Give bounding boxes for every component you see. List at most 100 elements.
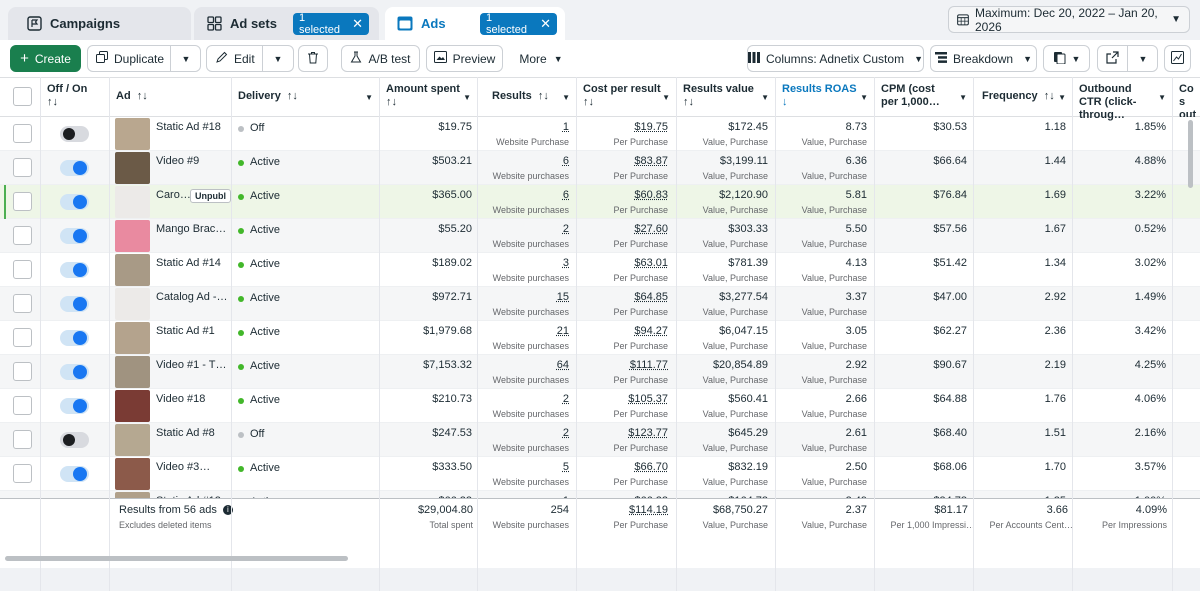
reports-button[interactable]: ▼ [1043,45,1090,72]
header-cost-per-result[interactable]: Cost per result ↑↓ ▼ [577,78,677,117]
results-value[interactable]: 6 [562,155,569,167]
ab-test-button[interactable]: A/B test [341,45,420,72]
cost-per-result-value[interactable]: $60.83 [634,189,668,201]
table-row[interactable]: Video #18 Active $210.73 2 Website purchases… [0,389,1200,423]
breakdown-button[interactable]: Breakdown ▼ [930,45,1037,72]
date-range-picker[interactable]: Maximum: Dec 20, 2022 – Jan 20, 2026 ▼ [948,6,1190,34]
results-value[interactable]: 1 [562,121,569,133]
cost-per-result-value[interactable]: $66.70 [634,461,668,473]
results-value[interactable]: 6 [562,189,569,201]
ad-name-link[interactable]: Video #18 [156,393,206,405]
cost-per-result-value[interactable]: $94.27 [634,325,668,337]
header-ad[interactable]: Ad ↑↓ [110,78,232,117]
row-checkbox[interactable] [13,294,32,313]
preview-button[interactable]: Preview [426,45,503,72]
table-row[interactable]: Catalog Ad -… Active $972.71 15 Website purc… [0,287,1200,321]
table-row[interactable]: Mango Brac… Active $55.20 2 Website purchase… [0,219,1200,253]
total-cost-per-result[interactable]: $114.19 [629,504,668,516]
duplicate-dropdown[interactable]: ▼ [172,46,200,71]
ad-name-link[interactable]: Static Ad #14 [156,257,221,269]
row-checkbox[interactable] [13,328,32,347]
row-checkbox[interactable] [13,464,32,483]
on-off-toggle[interactable] [60,228,89,244]
horizontal-scrollbar[interactable] [5,556,348,561]
ad-name-link[interactable]: Video #9 [156,155,200,167]
charts-button[interactable] [1164,45,1191,72]
row-checkbox[interactable] [13,124,32,143]
ad-name-link[interactable]: Catalog Ad -… [156,291,228,303]
ad-name-link[interactable]: Static Ad #12 [156,495,221,498]
ad-name-link[interactable]: Caro… [156,189,191,201]
header-results[interactable]: Results ↑↓ ▼ [478,78,577,117]
edit-dropdown[interactable]: ▼ [264,46,292,71]
adsets-selected-chip[interactable]: 1 selected ✕ [293,12,369,36]
ad-name-link[interactable]: Static Ad #8 [156,427,215,439]
results-value[interactable]: 15 [556,291,569,303]
select-all-checkbox[interactable] [13,87,32,106]
table-row[interactable]: Static Ad #18 Off $19.75 1 Website Purchase $… [0,117,1200,151]
table-row[interactable]: Static Ad #14 Active $189.02 3 Website purch… [0,253,1200,287]
chevron-down-icon[interactable]: ▼ [463,93,471,102]
more-button[interactable]: More ▼ [513,45,569,72]
results-value[interactable]: 2 [562,427,569,439]
chevron-down-icon[interactable]: ▼ [860,93,868,102]
chevron-down-icon[interactable]: ▼ [959,93,967,102]
info-icon[interactable]: i [222,505,233,516]
on-off-toggle[interactable] [60,194,89,210]
on-off-toggle[interactable] [60,432,89,448]
cost-per-result-value[interactable]: $27.60 [634,223,668,235]
header-frequency[interactable]: Frequency ↑↓ ▼ [974,78,1073,117]
cost-per-result-value[interactable]: $66.22 [634,495,668,498]
ad-name-link[interactable]: Video #1 - T… [156,359,227,371]
row-checkbox[interactable] [13,362,32,381]
header-cost-outbound[interactable]: Cos out [1173,78,1200,117]
create-button[interactable]: + Create [10,45,81,72]
header-delivery[interactable]: Delivery ↑↓ ▼ [232,78,380,117]
table-row[interactable]: Static Ad #8 Off $247.53 2 Website purchases… [0,423,1200,457]
columns-button[interactable]: Columns: Adnetix Custom ▼ [747,45,924,72]
header-outbound-ctr[interactable]: Outbound CTR (click-throug… ▼ [1073,78,1173,121]
row-checkbox[interactable] [13,192,32,211]
table-row[interactable]: Video #3… Active $333.50 5 Website purchases… [0,457,1200,491]
table-row[interactable]: Video #9 Active $503.21 6 Website purchases $… [0,151,1200,185]
on-off-toggle[interactable] [60,398,89,414]
cost-per-result-value[interactable]: $83.87 [634,155,668,167]
table-row[interactable]: Video #1 - T… Active $7,153.32 64 Website pu… [0,355,1200,389]
on-off-toggle[interactable] [60,262,89,278]
ad-name-link[interactable]: Static Ad #1 [156,325,215,337]
chevron-down-icon[interactable]: ▼ [761,93,769,102]
on-off-toggle[interactable] [60,160,89,176]
ad-name-link[interactable]: Mango Brac… [156,223,227,235]
on-off-toggle[interactable] [60,466,89,482]
results-value[interactable]: 64 [556,359,569,371]
on-off-toggle[interactable] [60,364,89,380]
header-cpm[interactable]: CPM (cost per 1,000… ▼ [875,78,974,117]
results-value[interactable]: 2 [562,223,569,235]
results-value[interactable]: 3 [562,257,569,269]
results-value[interactable]: 2 [562,393,569,405]
header-amount-spent[interactable]: Amount spent ↑↓ ▼ [380,78,478,117]
header-off-on[interactable]: Off / On ↑↓ [41,78,110,117]
chevron-down-icon[interactable]: ▼ [562,93,570,102]
cost-per-result-value[interactable]: $63.01 [634,257,668,269]
results-value[interactable]: 21 [556,325,569,337]
chevron-down-icon[interactable]: ▼ [1158,93,1166,102]
on-off-toggle[interactable] [60,296,89,312]
header-results-value[interactable]: Results value ↑↓ ▼ [677,78,776,117]
cost-per-result-value[interactable]: $105.37 [628,393,668,405]
delete-button[interactable] [298,45,328,72]
row-checkbox[interactable] [13,430,32,449]
ads-selected-chip[interactable]: 1 selected ✕ [480,12,557,36]
table-row[interactable]: Static Ad #1 Active $1,979.68 21 Website pur… [0,321,1200,355]
export-dropdown[interactable]: ▼ [1129,46,1157,71]
table-row[interactable]: Static Ad #12 Active $66.22 1 $66.22 $164.73 2… [0,491,1200,498]
chevron-down-icon[interactable]: ▼ [1058,93,1066,102]
results-value[interactable]: 5 [562,461,569,473]
row-checkbox[interactable] [13,158,32,177]
clear-ads-selection-icon[interactable]: ✕ [540,16,551,31]
chevron-down-icon[interactable]: ▼ [365,93,373,102]
row-checkbox[interactable] [13,226,32,245]
row-checkbox[interactable] [13,260,32,279]
header-results-roas[interactable]: Results ROAS ↓ ▼ [776,78,875,117]
ad-name-link[interactable]: Static Ad #18 [156,121,221,133]
